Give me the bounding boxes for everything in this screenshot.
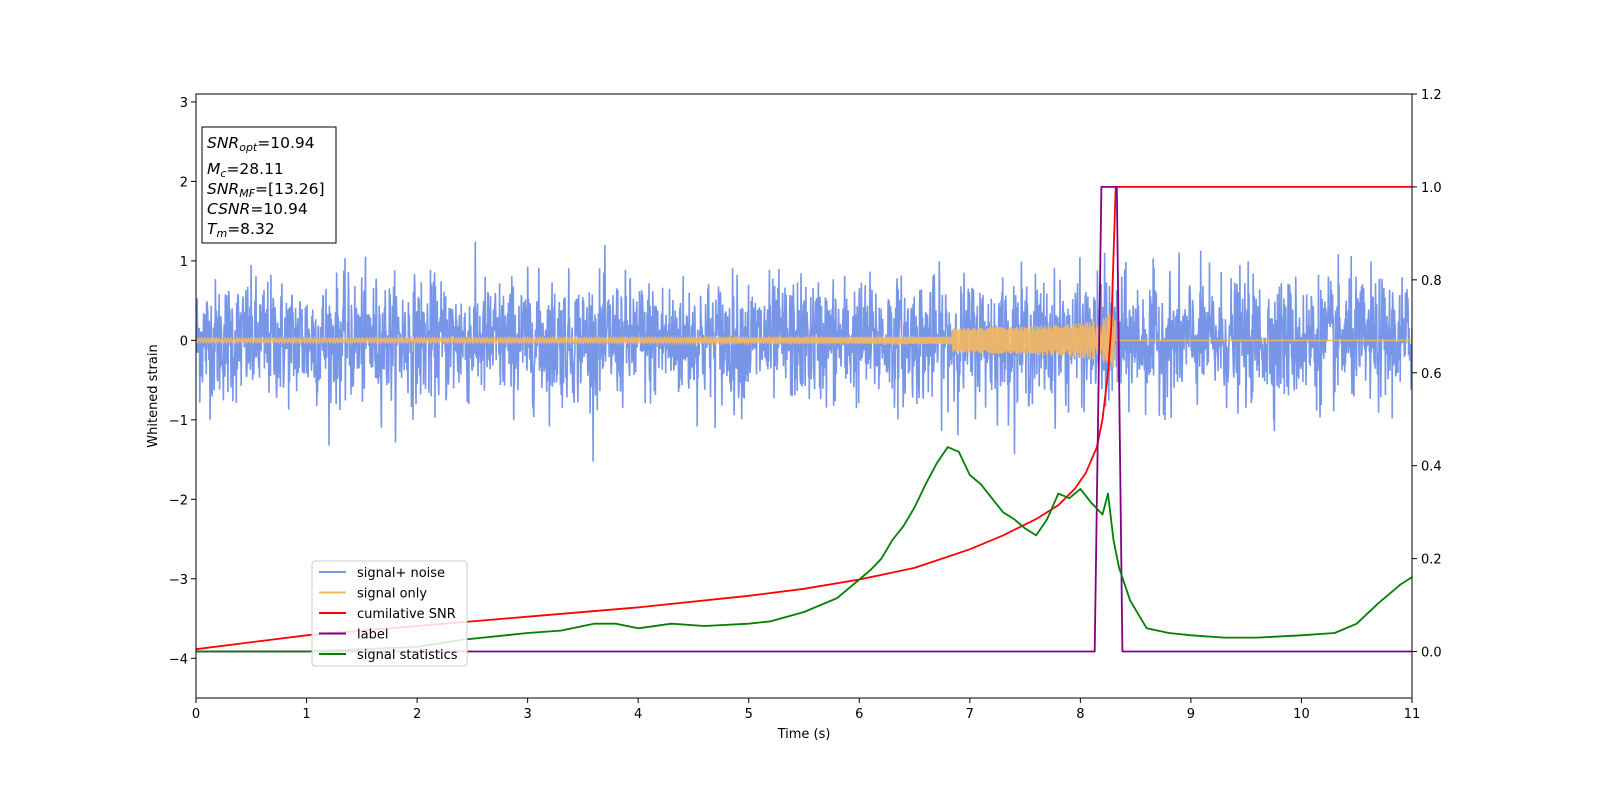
x-tick-label: 11 [1404,707,1421,722]
y-axis-left: 3 2 1 0 −1 −2 −3 −4 [169,96,196,667]
annotation-line: Tm=8.32 [207,220,275,240]
legend-entry-label: label [357,628,388,643]
series-signal-statistics [196,446,1412,653]
x-axis-label: Time (s) [777,727,831,742]
y-left-tick-label: 3 [180,96,188,111]
legend: signal+ noise signal only cumilative SNR la… [311,560,468,667]
x-tick-label: 1 [302,707,310,722]
series-signal-only [196,314,1412,369]
annotation-subscript: c [220,167,226,180]
y-left-tick-label: 1 [180,255,188,270]
annotation-line: CSNR=10.94 [207,200,308,218]
annotation-line: Mc=28.11 [207,160,284,180]
legend-entry-label: signal statistics [357,648,458,663]
y-left-tick-label: −1 [169,414,188,429]
annotation-value: =[13.26] [255,180,324,198]
y-right-tick-label: 0.4 [1421,460,1442,475]
y-left-tick-label: 2 [180,175,188,190]
annotation-line: SNRopt=10.94 [207,134,315,154]
y-right-tick-label: 0.8 [1421,274,1442,289]
x-tick-label: 4 [634,707,642,722]
x-tick-label: 0 [192,707,200,722]
y-right-tick-label: 1.2 [1421,88,1442,103]
y-left-tick-label: 0 [180,334,188,349]
y-right-tick-label: 0.0 [1421,646,1442,661]
annotation-symbol: SNR [207,180,239,198]
annotation-subscript: MF [239,187,255,200]
y-right-tick-label: 1.0 [1421,181,1442,196]
x-tick-label: 7 [966,707,974,722]
y-axis-right: 1.2 1.0 0.8 0.6 0.4 0.2 0.0 [1412,88,1442,661]
annotation-subscript: m [216,227,227,240]
x-axis: 0 1 2 3 4 5 6 7 8 9 10 11 [192,698,1420,722]
plot-frame [195,93,1413,699]
plot-area [195,93,1413,699]
legend-entry-label: cumilative SNR [357,607,456,622]
y-right-tick-label: 0.2 [1421,553,1442,568]
x-tick-label: 3 [523,707,531,722]
x-tick-label: 5 [745,707,753,722]
x-tick-label: 9 [1187,707,1195,722]
annotation-value: =10.94 [250,200,307,218]
legend-frame [311,560,468,667]
annotation-symbol: T [207,220,218,238]
legend-entry-label: signal only [357,587,427,602]
annotation-symbol: M [207,160,220,178]
annotation-frame [201,126,337,244]
stats-annotation: SNRopt=10.94Mc=28.11SNRMF=[13.26]CSNR=10… [201,126,337,244]
x-tick-label: 10 [1293,707,1310,722]
y-left-tick-label: −3 [169,573,188,588]
x-tick-label: 2 [413,707,421,722]
legend-entry-label: signal+ noise [357,566,445,581]
annotation-value: =28.11 [226,160,283,178]
annotation-value: =8.32 [227,220,275,238]
y-left-tick-label: −4 [169,652,188,667]
x-tick-label: 8 [1076,707,1084,722]
annotation-value: =10.94 [257,134,314,152]
annotation-subscript: opt [239,141,258,154]
series-label [196,185,1412,653]
y-right-tick-label: 0.6 [1421,367,1442,382]
y-axis-label: Whitened strain [146,344,161,447]
annotation-line: SNRMF=[13.26] [207,180,325,200]
annotation-symbol: SNR [207,134,239,152]
annotation-symbol: CSNR [207,200,250,218]
x-tick-label: 6 [855,707,863,722]
series-cumulative-snr [196,185,1412,651]
series-signal-noise [196,241,1412,462]
series-layer [196,185,1412,653]
y-left-tick-label: −2 [169,493,188,508]
